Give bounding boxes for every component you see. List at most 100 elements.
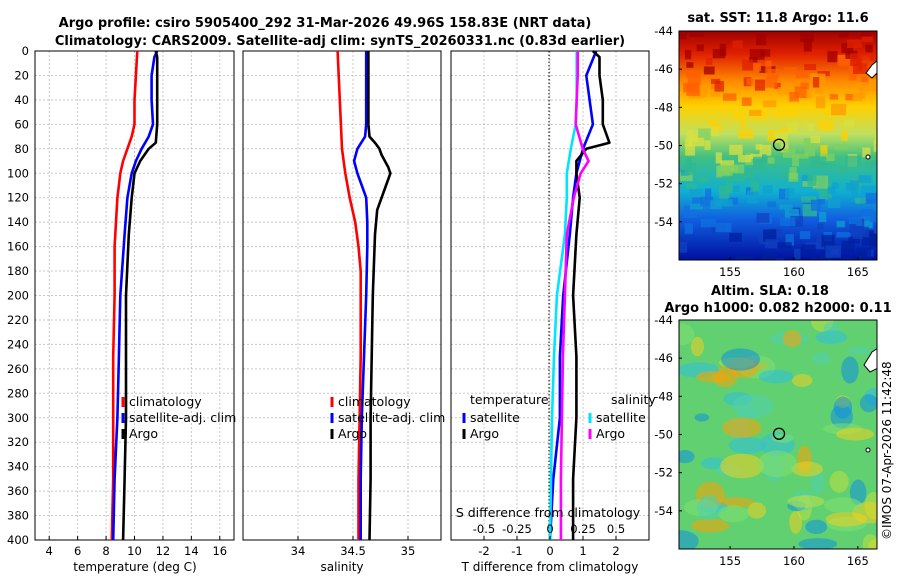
sst-texture-cell [856, 82, 871, 88]
sla-texture-blob [789, 510, 803, 534]
sst-texture-cell [722, 93, 737, 101]
sst-texture-cell [834, 143, 848, 150]
sst-texture-cell [686, 129, 693, 138]
y-tick-label: 120 [7, 191, 29, 205]
sst-texture-cell [687, 73, 701, 85]
sst-texture-cell [816, 236, 825, 250]
sst-texture-cell [679, 32, 687, 40]
map-y-tick-label: -48 [654, 100, 673, 114]
sst-texture-cell [752, 63, 762, 72]
sst-texture-cell [841, 130, 848, 141]
sla-texture-blob [798, 538, 838, 549]
sla-texture-blob [862, 534, 877, 549]
sst-argo-position-marker [772, 138, 786, 151]
sst-texture-cell [755, 144, 763, 150]
sst-texture-cell [803, 39, 812, 52]
sst-texture-cell [801, 196, 817, 203]
sst-texture-cell [691, 197, 703, 207]
y-tick-label: 20 [14, 68, 29, 82]
sst-texture-cell [852, 63, 868, 74]
sst-texture-cell [719, 43, 727, 56]
sst-texture-cell [729, 232, 742, 242]
sst-texture-cell [819, 190, 833, 200]
sst-texture-cell [685, 183, 697, 189]
sst-texture-cell [716, 199, 733, 207]
map-y-tick-label: -48 [654, 389, 673, 403]
sla-texture-blob [805, 519, 828, 534]
x-tick-label: 35 [401, 544, 416, 558]
sla-texture-blob [829, 470, 849, 493]
sst-texture-cell [715, 152, 722, 164]
sst-texture-cell [799, 231, 811, 240]
sst-texture-cell [874, 131, 877, 145]
sst-texture-cell [827, 51, 838, 63]
sst-texture-cell [700, 196, 714, 207]
sst-texture-cell [810, 49, 826, 55]
sla-texture-blob [758, 369, 794, 384]
sla-texture-blob [782, 330, 802, 348]
sst-texture-cell [858, 86, 866, 100]
sla-texture-blob [810, 470, 825, 495]
sst-texture-cell [681, 258, 694, 260]
sst-texture-cell [784, 208, 799, 220]
sst-texture-cell [729, 171, 745, 182]
sst-texture-cell [698, 128, 711, 141]
sst-texture-cell [785, 234, 794, 246]
y-tick-label: 40 [14, 93, 29, 107]
salinity-axes-box [242, 50, 442, 541]
y-tick-label: 300 [7, 411, 29, 425]
x-tick-label: 14 [184, 544, 199, 558]
salinity-xlabel: salinity [320, 560, 363, 574]
legend-climatology-label: climatology [338, 394, 411, 409]
sst-texture-cell [822, 108, 829, 115]
sst-texture-cell [715, 222, 732, 233]
sst-texture-cell [763, 100, 777, 108]
sst-texture-cell [767, 201, 777, 208]
sst-texture-cell [841, 240, 855, 254]
salinity-legend: climatology satellite-adj. clim Argo [330, 394, 445, 441]
sst-texture-cell [754, 79, 766, 91]
sst-texture-cell [812, 77, 820, 88]
sst-texture-cell [689, 189, 704, 200]
sst-texture-cell [689, 31, 705, 37]
sst-texture-cell [820, 161, 836, 168]
sst-texture-cell [865, 230, 875, 237]
y-tick-label: 340 [7, 460, 29, 474]
legend-temp-argo-label: Argo [470, 426, 499, 441]
sst-texture-cell [760, 49, 771, 57]
sla-argo-position-marker [772, 427, 786, 440]
sst-texture-cell [829, 94, 839, 100]
sst-texture-cell [765, 239, 779, 249]
sst-texture-cell [838, 54, 850, 67]
y-tick-label: 360 [7, 484, 29, 498]
sst-texture-cell [790, 215, 804, 227]
sst-texture-cell [759, 144, 772, 156]
figure-title-line1: Argo profile: csiro 5905400_292 31-Mar-2… [59, 16, 592, 31]
y-tick-label: 0 [22, 44, 29, 58]
sst-texture-cell [869, 214, 877, 223]
sla-texture-blob [787, 495, 825, 508]
difference-panel: -2 -1 0 1 2 T difference from climatology S … [450, 50, 656, 574]
x-tick-label: 2 [612, 544, 619, 558]
sla-texture-blob [722, 417, 762, 438]
sst-texture-cell [784, 106, 799, 116]
sst-texture-cell [844, 119, 854, 128]
s-diff-tick-label: 0.5 [607, 522, 625, 536]
sst-texture-cell [733, 112, 746, 120]
legend-climatology-label: climatology [129, 394, 202, 409]
series-line-climatology [110, 50, 139, 541]
sst-texture-cell [810, 199, 821, 211]
temperature-xlabel: temperature (deg C) [73, 560, 196, 574]
sst-map-panel: sat. SST: 11.8 Argo: 11.6 -44 -46 -48 -50 -5… [654, 11, 878, 279]
sst-texture-cell [767, 157, 775, 164]
sst-texture-cell [684, 49, 692, 60]
y-tick-label: 380 [7, 509, 29, 523]
sst-texture-cell [774, 82, 781, 89]
series-line-climatology [336, 50, 363, 540]
x-tick-label: 16 [212, 544, 227, 558]
sst-texture-cell [848, 236, 860, 244]
sst-texture-cell [811, 156, 827, 169]
y-tick-label: 260 [7, 362, 29, 376]
sst-texture-cell [777, 87, 792, 95]
sst-texture-cell [765, 76, 778, 88]
